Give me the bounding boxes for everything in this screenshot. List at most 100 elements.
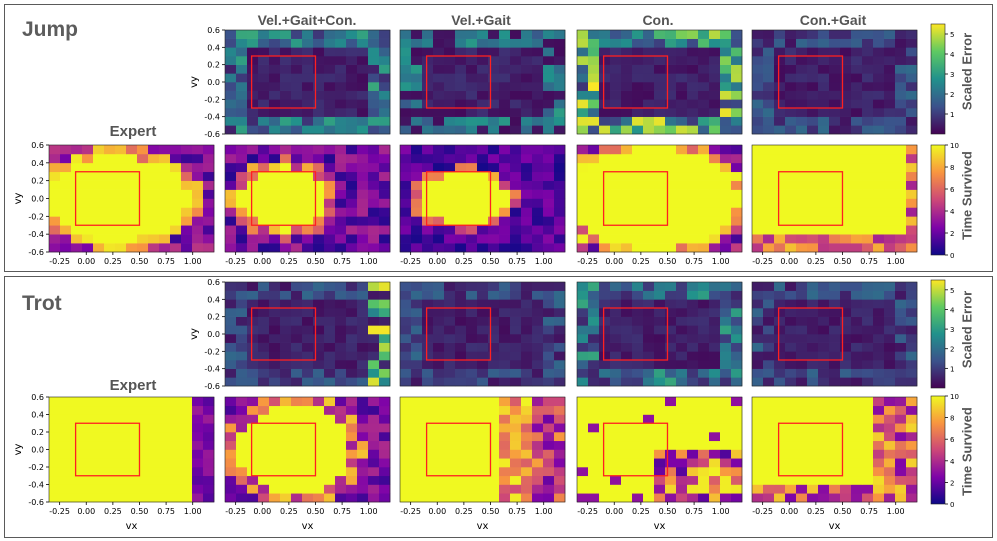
- jump-error-0-cell: [269, 38, 281, 48]
- trot-survival-0-cell: [291, 449, 303, 459]
- jump-expert-cell: [170, 198, 182, 208]
- trot-survival-2-cell: [577, 440, 589, 450]
- trot-survival-0-cell: [236, 449, 248, 459]
- trot-survival-1-xtick-label: 0.75: [508, 507, 526, 516]
- trot-survival-3-cell: [818, 484, 830, 494]
- trot-error-2-cell: [610, 334, 622, 343]
- trot-survival-1-cell: [521, 449, 533, 459]
- trot-survival-3-cell: [840, 493, 852, 503]
- trot-error-2-cell: [720, 342, 732, 352]
- jump-expert-xtick-label: -0.25: [49, 257, 70, 266]
- trot-expert-cell: [192, 397, 204, 407]
- jump-expert-cell: [71, 145, 83, 155]
- trot-expert-cell: [170, 493, 182, 503]
- trot-survival-2-cell: [698, 458, 710, 468]
- jump-error-2-cell: [588, 125, 600, 135]
- trot-error-1-cell: [422, 351, 434, 361]
- trot-expert-cell: [71, 493, 83, 503]
- trot-error-1-cell: [422, 316, 434, 326]
- jump-survival-2-cell: [709, 171, 721, 181]
- jump-error-1-cell: [499, 99, 511, 109]
- trot-error-3-cell: [807, 308, 819, 317]
- trot-error-1-cell: [499, 342, 511, 352]
- trot-error-3-cell: [785, 316, 797, 326]
- trot-expert-cell: [159, 440, 171, 450]
- jump-error-2-cell: [577, 38, 589, 48]
- trot-error-2-cell: [665, 290, 677, 300]
- jump-error-0-cell: [247, 90, 259, 100]
- trot-survival-0-cell: [291, 414, 303, 424]
- trot-error-3-cell: [752, 334, 764, 343]
- trot-survival-2-cell: [643, 423, 655, 433]
- trot-survival-2-xtick-label: 0.00: [605, 507, 623, 516]
- jump-survival-0-cell: [269, 234, 281, 244]
- trot-error-3-cell: [785, 342, 797, 352]
- jump-survival-3-cell: [906, 198, 918, 208]
- trot-error-0-cell: [324, 334, 336, 343]
- jump-survival-2-cell: [676, 189, 688, 199]
- jump-expert-cell: [60, 145, 72, 155]
- jump-survival-1-cell: [543, 180, 555, 190]
- trot-section-frame: [4, 276, 993, 538]
- jump-error-2-cell: [698, 82, 710, 91]
- jump-survival-2-cell: [698, 189, 710, 199]
- jump-expert-cell: [104, 162, 116, 173]
- trot-error-2-cell: [577, 282, 589, 291]
- trot-error-1-cell: [422, 308, 434, 317]
- trot-survival-0-cell: [291, 397, 303, 407]
- jump-expert-cell: [82, 189, 94, 199]
- trot-error-0-cell: [335, 308, 347, 317]
- trot-error-1-cell: [444, 351, 456, 361]
- jump-error-1-cell: [477, 125, 489, 135]
- jump-survival-2-cell: [676, 162, 688, 173]
- jump-expert-cell: [126, 198, 138, 208]
- trot-expert-cell: [170, 397, 182, 407]
- trot-error-2-cell: [588, 325, 600, 335]
- trot-survival-1-cell: [521, 458, 533, 468]
- trot-error-1-cell: [488, 325, 500, 335]
- jump-survival-0-cell: [335, 180, 347, 190]
- trot-survival-1-cell: [466, 405, 478, 415]
- trot-error-1-cell: [488, 334, 500, 343]
- jump-error-3-cell: [851, 73, 863, 83]
- jump-error-0-cell: [357, 125, 369, 135]
- trot-expert-cell: [137, 405, 149, 415]
- jump-expert-cell: [126, 225, 138, 235]
- jump-error-3-cell: [851, 47, 863, 57]
- trot-survival-3-cell: [873, 458, 885, 468]
- trot-survival-2-cell: [599, 493, 611, 503]
- trot-error-0-cell: [225, 325, 237, 335]
- jump-survival-2-cell: [588, 171, 600, 181]
- jump-time-colorbar-tick-label: 6: [950, 186, 955, 194]
- jump-error-0-cell: [324, 56, 336, 65]
- jump-survival-3-cell: [840, 189, 852, 199]
- trot-survival-2-cell: [577, 449, 589, 459]
- jump-error-3-cell: [763, 108, 775, 117]
- jump-survival-0-cell: [225, 198, 237, 208]
- trot-survival-3-cell: [763, 405, 775, 415]
- trot-survival-0-cell: [346, 405, 358, 415]
- jump-expert-xtick-label: 0.50: [131, 257, 149, 266]
- jump-survival-2-cell: [665, 243, 677, 253]
- jump-error-0-cell: [247, 125, 259, 135]
- jump-survival-3-cell: [785, 145, 797, 155]
- trot-survival-3-cell: [785, 405, 797, 415]
- jump-error-0-cell: [247, 47, 259, 57]
- jump-error-1-cell: [433, 56, 445, 65]
- jump-error-3-cell: [884, 125, 896, 135]
- trot-error-1-cell: [444, 290, 456, 300]
- jump-error-2-cell: [698, 64, 710, 74]
- trot-expert-cell: [203, 449, 215, 459]
- trot-expert-cell: [137, 440, 149, 450]
- jump-error-3-cell: [774, 99, 786, 109]
- jump-error-0-cell: [335, 125, 347, 135]
- jump-error-2-cell: [665, 108, 677, 117]
- trot-error-1-cell: [422, 299, 434, 309]
- trot-expert-cell: [93, 432, 105, 442]
- jump-survival-1-cell: [433, 243, 445, 253]
- jump-error-0-cell: [258, 56, 270, 65]
- trot-error-1-cell: [554, 325, 566, 335]
- jump-error-0-cell: [357, 47, 369, 57]
- trot-survival-0-cell: [236, 484, 248, 494]
- jump-error-0-cell: [280, 30, 292, 39]
